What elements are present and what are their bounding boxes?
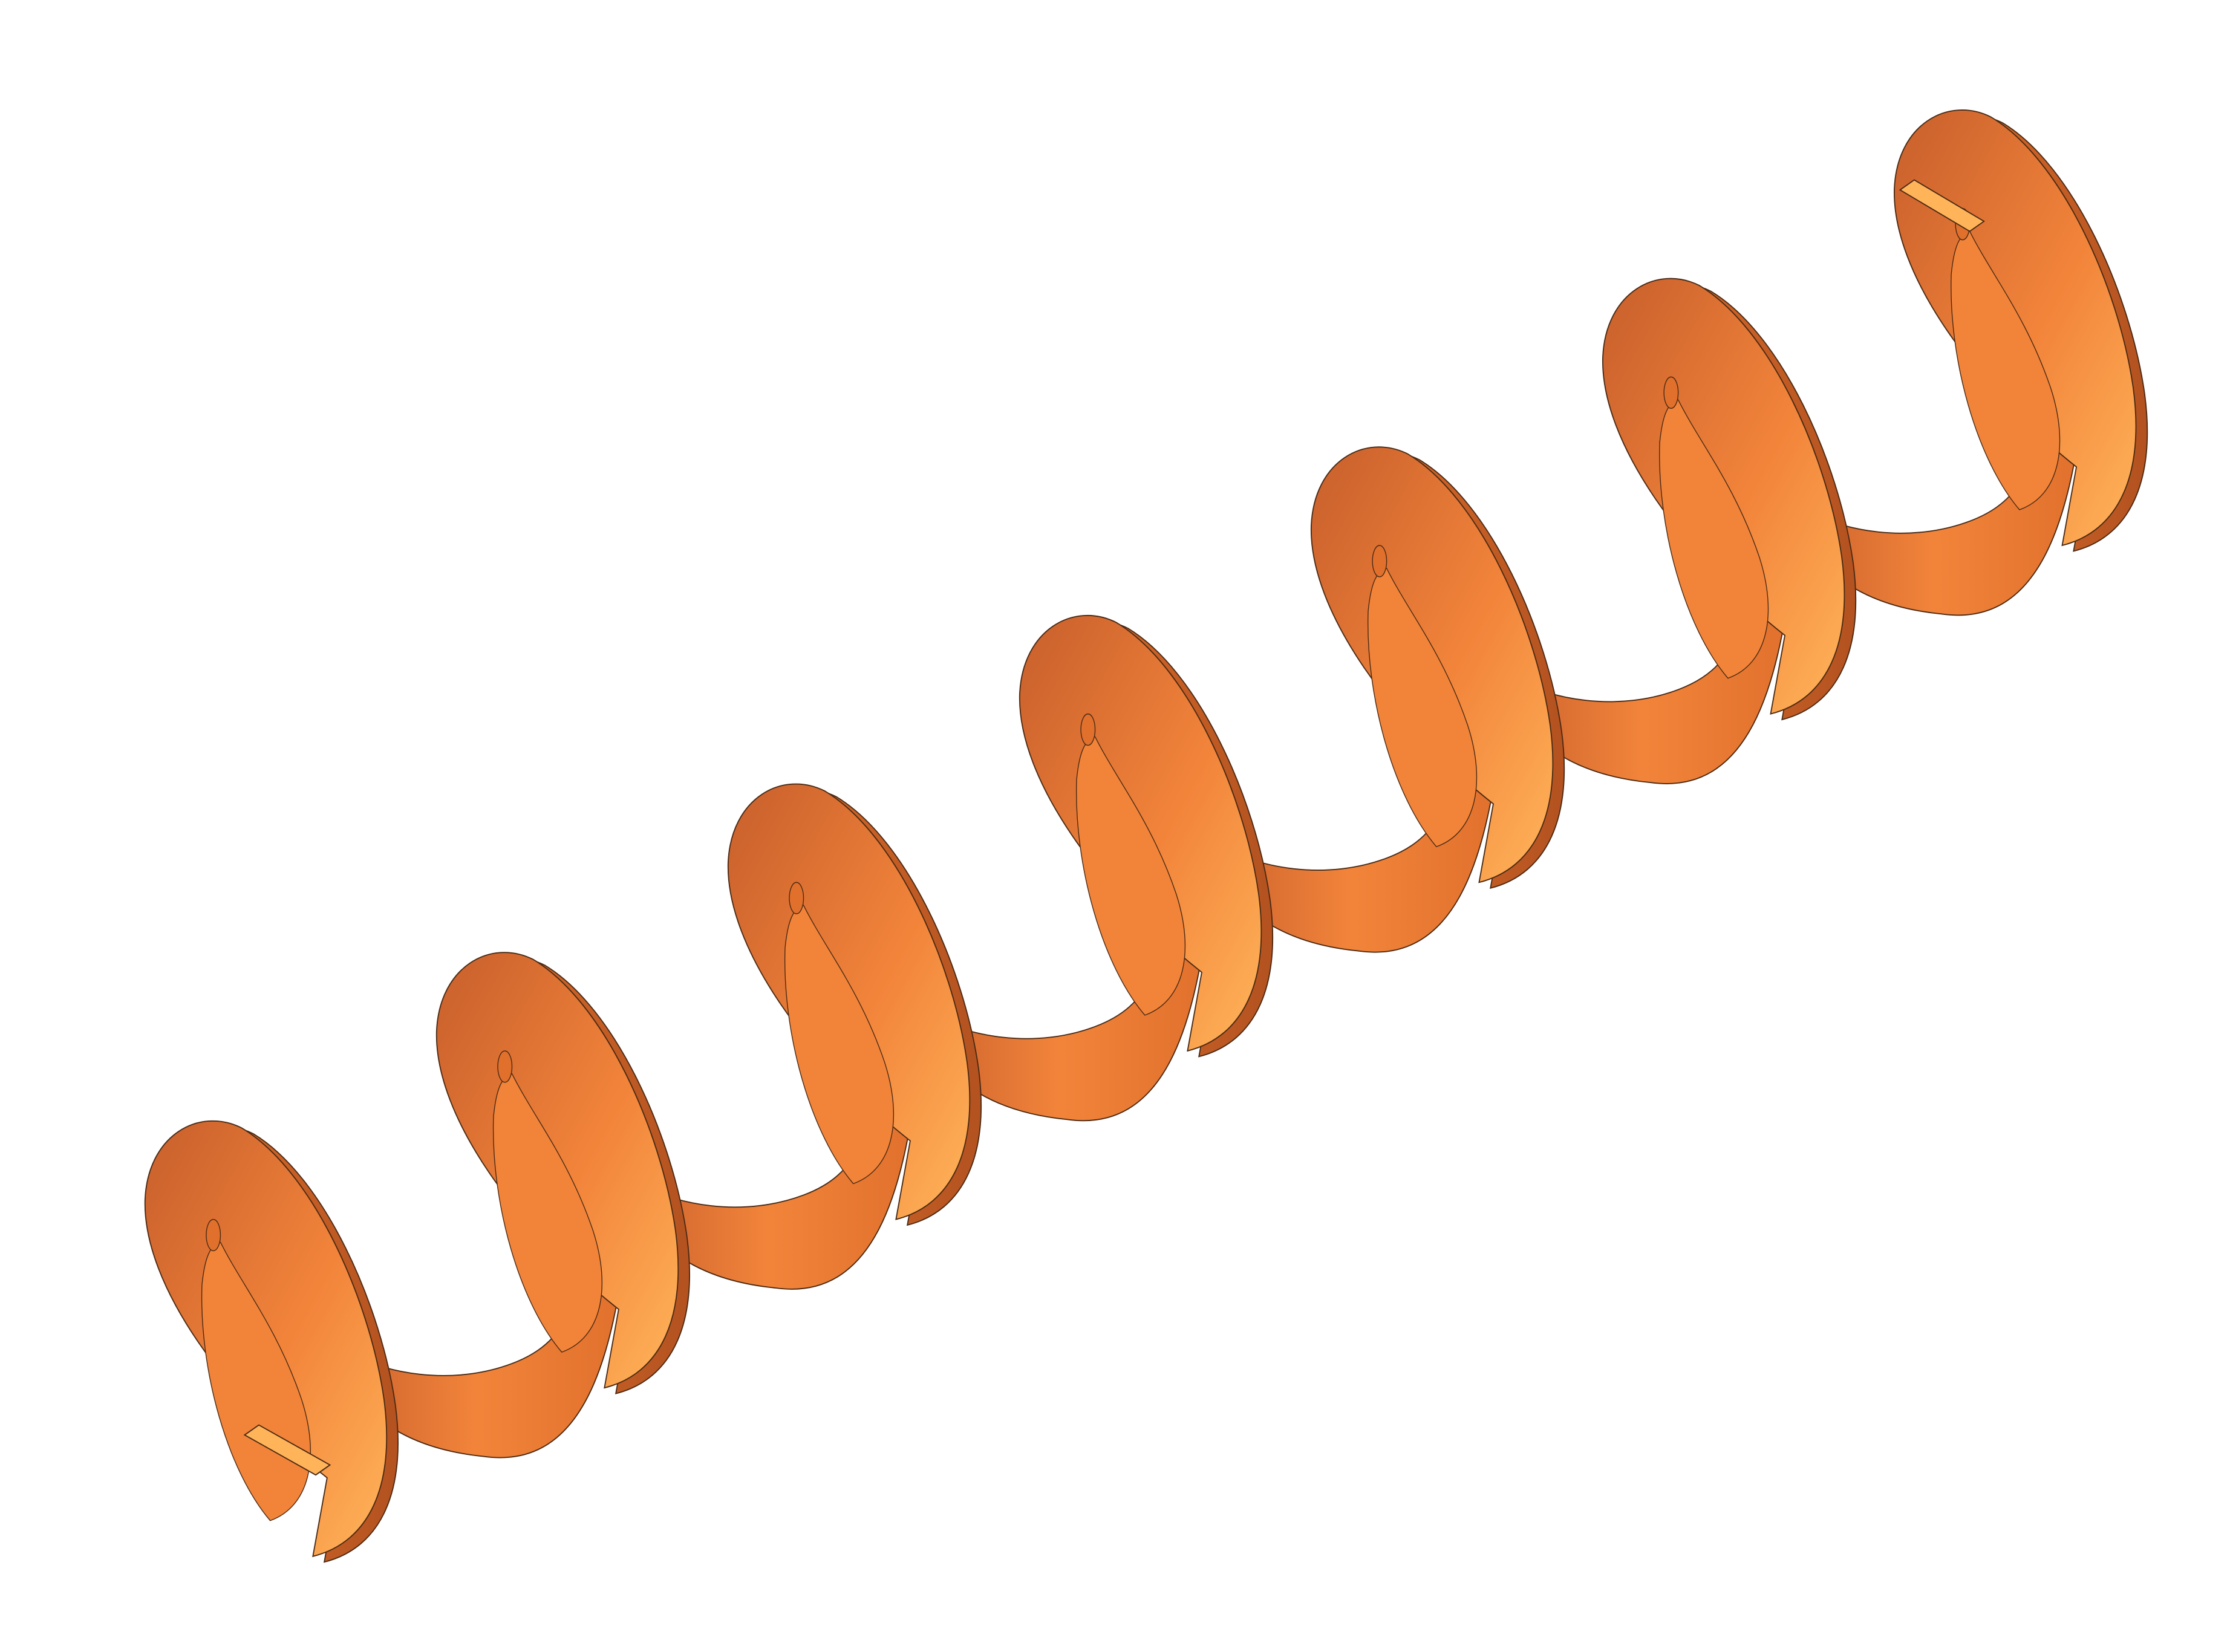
spring-end-cap	[1899, 179, 1985, 232]
coil	[727, 783, 1210, 1226]
coil-inner-face	[492, 1073, 603, 1353]
coil-inner-face	[1075, 736, 1186, 1016]
coil	[435, 952, 918, 1394]
coil-inner-face	[784, 905, 895, 1185]
coil-eye	[497, 1050, 513, 1083]
coil-eye	[1663, 376, 1679, 409]
coil-eye	[206, 1218, 221, 1252]
coil-eye	[1372, 545, 1387, 577]
coil-inner-face	[1368, 567, 1478, 848]
coil	[1602, 278, 2084, 721]
coil-inner-face	[1659, 399, 1769, 679]
coil-inner-face	[1951, 230, 2061, 510]
spring-start-cap	[243, 1424, 331, 1476]
coil-eye	[789, 882, 804, 914]
coil	[1019, 614, 1501, 1058]
spring-coils	[144, 109, 2148, 1563]
coil-eye	[1080, 713, 1096, 746]
coil	[1311, 446, 1793, 889]
